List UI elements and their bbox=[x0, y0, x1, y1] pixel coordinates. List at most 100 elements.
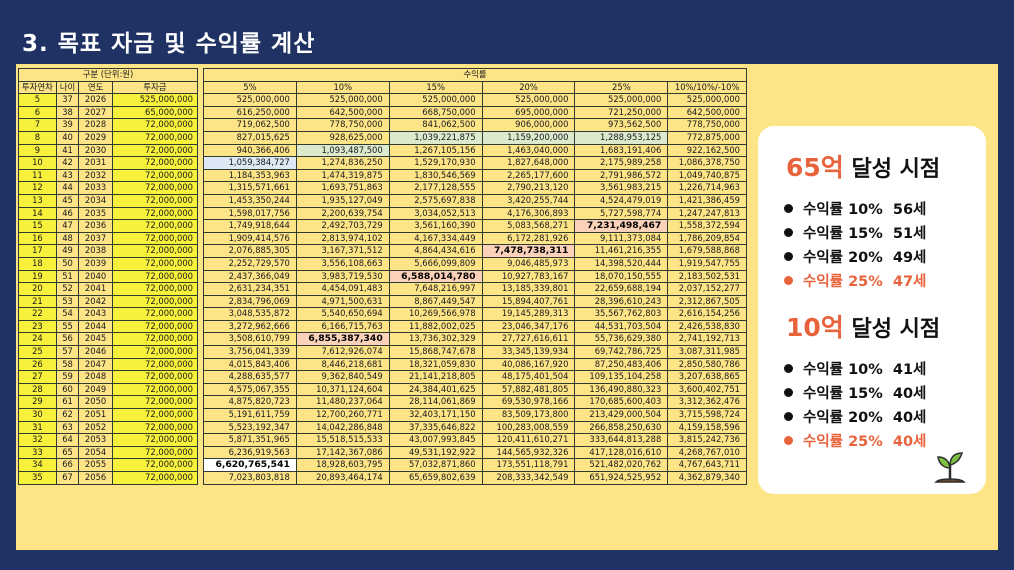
value-cell: 24,384,401,625 bbox=[388, 382, 483, 397]
year-index-cell: 15 bbox=[18, 219, 57, 233]
year-cell: 2052 bbox=[78, 420, 113, 435]
table-row: 4,875,820,723 11,480,237,064 28,114,061,86… bbox=[203, 395, 747, 410]
value-cell: 9,362,840,549 bbox=[295, 370, 390, 384]
value-cell: 7,023,803,818 bbox=[203, 471, 297, 485]
value-cell: 1,598,017,756 bbox=[203, 206, 297, 221]
value-cell: 1,786,209,854 bbox=[667, 231, 747, 246]
value-cell: 928,625,000 bbox=[295, 130, 390, 145]
value-cell: 213,429,000,504 bbox=[574, 408, 669, 422]
value-cell: 4,268,767,010 bbox=[667, 445, 747, 460]
value-cell: 827,015,625 bbox=[203, 130, 297, 145]
column-header: 연도 bbox=[78, 80, 113, 95]
value-cell: 13,736,302,329 bbox=[388, 332, 483, 347]
year-index-cell: 8 bbox=[18, 130, 57, 145]
value-cell: 208,333,342,549 bbox=[481, 471, 576, 485]
year-cell: 2048 bbox=[78, 370, 113, 384]
list-65eok: 수익률 10% 56세 수익률 15% 51세 수익률 20% 49세 수익률 25%… bbox=[784, 198, 926, 294]
table-row: 28 60 2049 72,000,000 bbox=[18, 382, 199, 397]
value-cell: 100,283,008,559 bbox=[481, 420, 576, 435]
value-cell: 1,693,751,863 bbox=[295, 181, 390, 195]
table-row: 1,909,414,576 2,813,974,102 4,167,334,449 6… bbox=[203, 231, 747, 246]
table-row: 5,523,192,347 14,042,286,848 37,335,646,82… bbox=[203, 420, 747, 435]
investment-cell: 72,000,000 bbox=[111, 193, 199, 208]
value-cell: 417,128,016,610 bbox=[574, 445, 669, 460]
table-row: 3,756,041,339 7,612,926,074 15,868,747,678… bbox=[203, 345, 747, 359]
value-cell: 1,226,714,963 bbox=[667, 181, 747, 195]
value-cell: 1,919,547,755 bbox=[667, 256, 747, 271]
year-index-cell: 28 bbox=[18, 382, 57, 397]
value-cell: 2,312,867,505 bbox=[667, 294, 747, 309]
value-cell: 87,250,483,406 bbox=[574, 357, 669, 372]
value-cell: 616,250,000 bbox=[203, 105, 297, 120]
year-cell: 2032 bbox=[78, 168, 113, 183]
age-cell: 49 bbox=[55, 244, 80, 258]
value-cell: 2,492,703,729 bbox=[295, 219, 390, 233]
age-cell: 50 bbox=[55, 256, 80, 271]
investment-cell: 72,000,000 bbox=[111, 231, 199, 246]
age-cell: 38 bbox=[55, 105, 80, 120]
value-cell: 35,567,762,803 bbox=[574, 307, 669, 321]
bullet-icon bbox=[784, 203, 793, 213]
investment-cell: 72,000,000 bbox=[111, 294, 199, 309]
milestone-text: 수익률 10% 56세 bbox=[803, 202, 927, 218]
list-10eok: 수익률 10% 41세 수익률 15% 40세 수익률 20% 40세 수익률 25%… bbox=[784, 358, 926, 454]
value-cell: 1,909,414,576 bbox=[203, 231, 297, 246]
value-cell: 2,741,192,713 bbox=[667, 332, 747, 347]
value-cell: 40,086,167,920 bbox=[481, 357, 576, 372]
year-index-cell: 11 bbox=[18, 168, 57, 183]
year-cell: 2043 bbox=[78, 307, 113, 321]
value-cell: 20,893,464,174 bbox=[295, 471, 390, 485]
value-cell: 721,250,000 bbox=[574, 105, 669, 120]
value-cell: 7,478,738,311 bbox=[481, 244, 576, 258]
value-cell: 3,048,535,872 bbox=[203, 307, 297, 321]
table-row: 719,062,500 778,750,000 841,062,500 906,000… bbox=[203, 118, 747, 132]
value-cell: 2,076,885,305 bbox=[203, 244, 297, 258]
value-cell: 1,827,648,000 bbox=[481, 156, 576, 170]
value-cell: 3,034,052,513 bbox=[388, 206, 483, 221]
value-cell: 3,207,638,865 bbox=[667, 370, 747, 384]
investment-table: 구분 (단위:원) 투자연차 나이 연도 투자금 5 37 2026 525,000,000 6 3… bbox=[18, 68, 199, 485]
table-row: 22 54 2043 72,000,000 bbox=[18, 307, 199, 321]
table-row: 3,508,610,799 6,855,387,340 13,736,302,329… bbox=[203, 332, 747, 347]
table-row: 27 59 2048 72,000,000 bbox=[18, 370, 199, 384]
value-cell: 18,070,150,555 bbox=[574, 269, 669, 284]
value-cell: 8,446,218,681 bbox=[295, 357, 390, 372]
milestone-text: 수익률 25% 47세 bbox=[803, 274, 927, 290]
age-cell: 46 bbox=[55, 206, 80, 221]
table-row: 10 42 2031 72,000,000 bbox=[18, 156, 199, 170]
table-row: 1,315,571,661 1,693,751,863 2,177,128,555 2… bbox=[203, 181, 747, 195]
value-cell: 1,558,372,594 bbox=[667, 219, 747, 233]
value-cell: 2,834,796,069 bbox=[203, 294, 297, 309]
value-cell: 778,750,000 bbox=[295, 118, 390, 132]
value-cell: 23,046,347,176 bbox=[481, 319, 576, 334]
age-cell: 37 bbox=[55, 93, 80, 107]
value-cell: 11,480,237,064 bbox=[295, 395, 390, 410]
heading-65eok-amount: 65억 bbox=[786, 153, 844, 182]
value-cell: 2,183,502,531 bbox=[667, 269, 747, 284]
table-row: 2,834,796,069 4,971,500,631 8,867,449,547 1… bbox=[203, 294, 747, 309]
investment-cell: 72,000,000 bbox=[111, 307, 199, 321]
milestone-item: 수익률 15% 40세 bbox=[784, 382, 926, 406]
value-cell: 109,135,104,258 bbox=[574, 370, 669, 384]
value-cell: 1,749,918,644 bbox=[203, 219, 297, 233]
value-cell: 2,631,234,351 bbox=[203, 282, 297, 296]
heading-10eok: 10억 달성 시점 bbox=[786, 308, 940, 344]
right-header-group: 수익률 bbox=[203, 68, 747, 82]
table-row: 8 40 2029 72,000,000 bbox=[18, 130, 199, 145]
bullet-icon bbox=[784, 227, 793, 237]
year-cell: 2056 bbox=[78, 471, 113, 485]
value-cell: 10,927,783,167 bbox=[481, 269, 576, 284]
value-cell: 525,000,000 bbox=[295, 93, 390, 107]
year-index-cell: 16 bbox=[18, 231, 57, 246]
milestone-text: 수익률 10% 41세 bbox=[803, 362, 927, 378]
value-cell: 3,312,362,476 bbox=[667, 395, 747, 410]
table-row: 9 41 2030 72,000,000 bbox=[18, 143, 199, 158]
table-row: 32 64 2053 72,000,000 bbox=[18, 433, 199, 447]
column-header: 투자연차 bbox=[18, 80, 57, 95]
table-row: 14 46 2035 72,000,000 bbox=[18, 206, 199, 221]
value-cell: 6,620,765,541 bbox=[203, 458, 297, 472]
investment-cell: 72,000,000 bbox=[111, 130, 199, 145]
year-cell: 2040 bbox=[78, 269, 113, 284]
value-cell: 18,928,603,795 bbox=[295, 458, 390, 472]
table-row: 525,000,000 525,000,000 525,000,000 525,000… bbox=[203, 93, 747, 107]
